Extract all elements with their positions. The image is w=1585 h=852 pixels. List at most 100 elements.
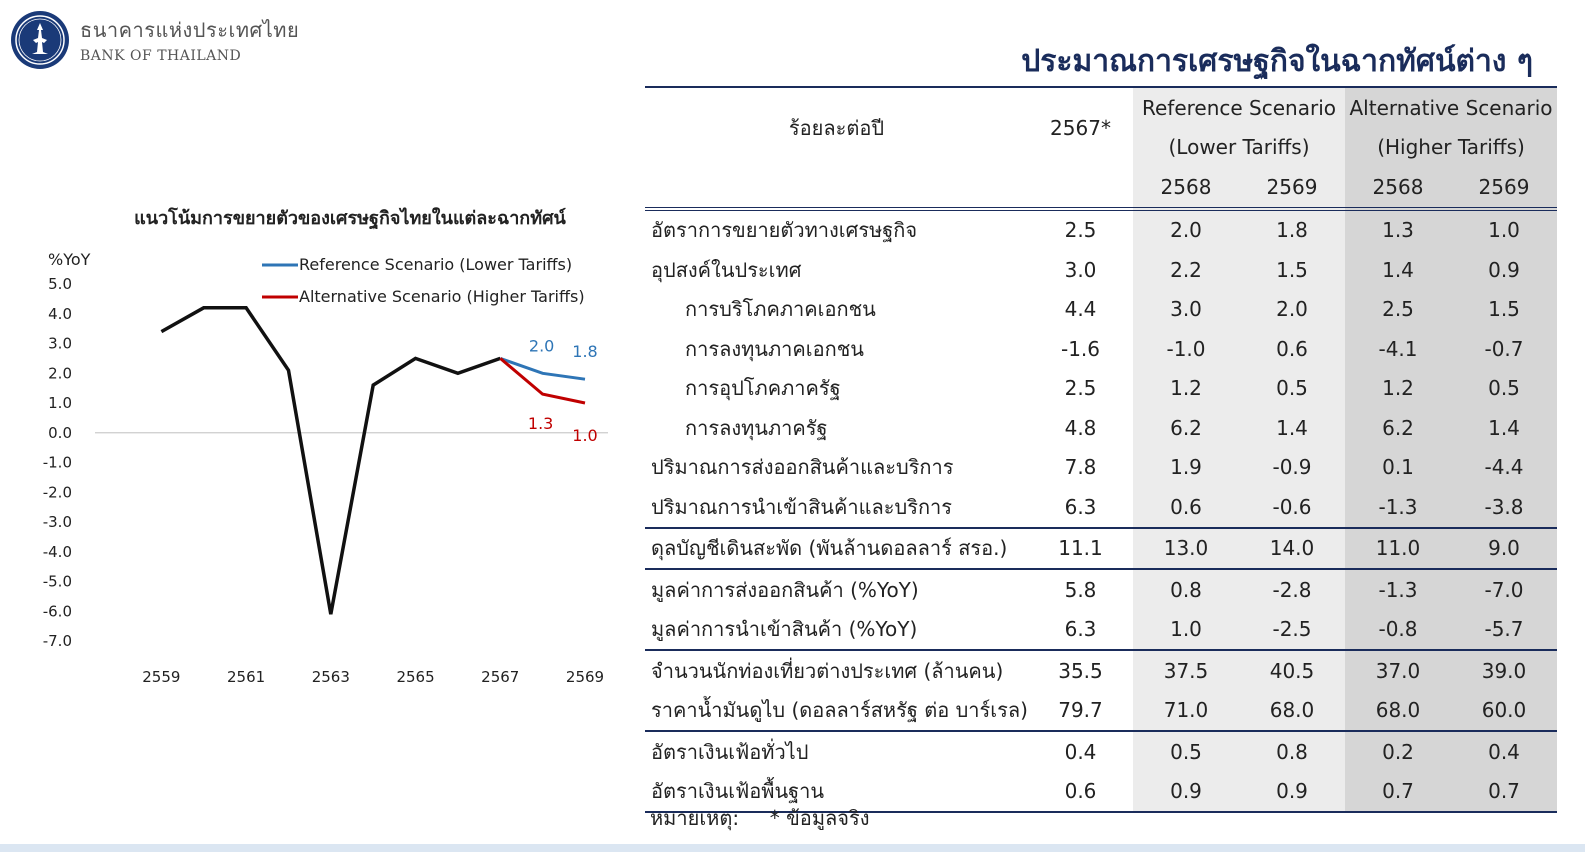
y-tick-label: -2.0 bbox=[43, 483, 72, 501]
ref-value-1: -1.0 bbox=[1133, 329, 1239, 369]
ref-scenario-header: Reference Scenario bbox=[1133, 86, 1345, 128]
alt-value-2: 60.0 bbox=[1451, 690, 1557, 731]
chart-title: แนวโน้มการขยายตัวของเศรษฐกิจไทยในแต่ละฉา… bbox=[134, 207, 566, 230]
ref-value-1: 0.8 bbox=[1133, 568, 1239, 610]
table-row: อัตราเงินเฟ้อพื้นฐาน 0.6 0.9 0.9 0.7 0.7 bbox=[645, 771, 1557, 813]
ref-value-1: 13.0 bbox=[1133, 526, 1239, 569]
alt-value-1: 68.0 bbox=[1345, 690, 1451, 731]
table-row: ปริมาณการส่งออกสินค้าและบริการ 7.8 1.9 -0.9… bbox=[645, 447, 1557, 487]
alt-value-1: -1.3 bbox=[1345, 487, 1451, 528]
alt-value-2: 0.7 bbox=[1451, 771, 1557, 813]
base-value: 5.8 bbox=[1028, 568, 1133, 610]
ref-value-2: -2.8 bbox=[1239, 568, 1345, 610]
alt-value-2: -7.0 bbox=[1451, 568, 1557, 610]
ref-value-1: 0.5 bbox=[1133, 730, 1239, 772]
base-value: 3.0 bbox=[1064, 257, 1097, 282]
legend-label-alternative: Alternative Scenario (Higher Tariffs) bbox=[299, 287, 585, 306]
ref-value-1: 71.0 bbox=[1133, 690, 1239, 731]
alt-value-2: 1.0 bbox=[1451, 208, 1557, 250]
ref-value-2: 0.8 bbox=[1239, 730, 1345, 772]
base-value: 0.4 bbox=[1028, 730, 1133, 772]
row-label: มูลค่าการนำเข้าสินค้า (%YoY) bbox=[651, 617, 918, 642]
base-value: 35.5 bbox=[1028, 649, 1133, 691]
ref-value-2: 0.5 bbox=[1239, 368, 1345, 408]
ref-value-2: 1.8 bbox=[1239, 208, 1345, 250]
reference-label-2569: 1.8 bbox=[572, 342, 597, 361]
y-tick-label: -1.0 bbox=[43, 454, 72, 472]
alt-value-2: 0.4 bbox=[1451, 730, 1557, 772]
alt-year-1: 2568 bbox=[1345, 167, 1451, 211]
table-row: อัตราเงินเฟ้อทั่วไป 0.4 0.5 0.8 0.2 0.4 bbox=[645, 730, 1557, 772]
ref-value-1: 6.2 bbox=[1133, 408, 1239, 448]
alt-value-2: 1.4 bbox=[1451, 408, 1557, 448]
alt-scenario-subheader: (Higher Tariffs) bbox=[1345, 127, 1557, 167]
table-row: มูลค่าการนำเข้าสินค้า (%YoY) 6.3 1.0 -2.5 -0… bbox=[645, 609, 1557, 650]
alt-value-1: 11.0 bbox=[1345, 526, 1451, 569]
alt-value-2: 39.0 bbox=[1451, 649, 1557, 691]
base-value: 2.5 bbox=[1064, 218, 1097, 243]
table-row: ราคาน้ำมันดูไบ (ดอลลาร์สหรัฐ ต่อ บาร์เรล… bbox=[645, 690, 1557, 731]
page-title: ประมาณการเศรษฐกิจในฉากทัศน์ต่าง ๆ bbox=[1021, 44, 1533, 79]
ref-value-2: -2.5 bbox=[1239, 609, 1345, 650]
alt-value-1: 1.2 bbox=[1345, 368, 1451, 408]
row-label: อัตราเงินเฟ้อทั่วไป bbox=[645, 730, 1028, 772]
ref-value-2: 1.5 bbox=[1239, 250, 1345, 290]
alt-value-2: 1.5 bbox=[1451, 289, 1557, 329]
reference-scenario-line bbox=[499, 356, 586, 381]
alt-value-1: -1.3 bbox=[1345, 568, 1451, 610]
alt-value-1: -4.1 bbox=[1345, 329, 1451, 369]
ref-year-2: 2569 bbox=[1239, 167, 1345, 211]
bank-name-english: BANK OF THAILAND bbox=[80, 48, 242, 64]
reference-label-2568: 2.0 bbox=[529, 336, 554, 355]
alt-value-1: 0.1 bbox=[1345, 447, 1451, 487]
base-value: 6.3 bbox=[1064, 494, 1097, 519]
alt-value-1: 0.7 bbox=[1345, 771, 1451, 813]
alternative-scenario-line bbox=[499, 357, 586, 405]
ref-value-2: 40.5 bbox=[1239, 649, 1345, 691]
ref-value-1: 1.0 bbox=[1133, 609, 1239, 650]
base-value: 2.5 bbox=[1064, 376, 1097, 401]
bank-name-thai: ธนาคารแห่งประเทศไทย bbox=[80, 18, 300, 42]
alt-value-1: 6.2 bbox=[1345, 408, 1451, 448]
base-value: 6.3 bbox=[1064, 617, 1097, 642]
ref-scenario-subheader: (Lower Tariffs) bbox=[1133, 127, 1345, 167]
alt-value-2: 0.5 bbox=[1451, 368, 1557, 408]
y-tick-label: -5.0 bbox=[43, 573, 72, 591]
y-tick-label: 1.0 bbox=[48, 394, 72, 412]
y-tick-label: 5.0 bbox=[48, 275, 72, 293]
ref-year-1: 2568 bbox=[1133, 167, 1239, 211]
unit-label: ร้อยละต่อปี bbox=[645, 86, 1028, 167]
ref-value-1: 2.2 bbox=[1133, 250, 1239, 290]
row-label: อัตราการขยายตัวทางเศรษฐกิจ bbox=[651, 218, 918, 243]
table-row: อุปสงค์ในประเทศ 3.0 2.2 1.5 1.4 0.9 bbox=[645, 250, 1557, 290]
base-value: -1.6 bbox=[1060, 336, 1101, 361]
row-label: ดุลบัญชีเดินสะพัด (พันล้านดอลลาร์ สรอ.) bbox=[645, 526, 1028, 569]
base-value: 0.6 bbox=[1028, 771, 1133, 813]
ref-value-1: 1.9 bbox=[1133, 447, 1239, 487]
x-tick-label: 2569 bbox=[566, 668, 604, 686]
x-tick-label: 2567 bbox=[481, 668, 519, 686]
row-label: การอุปโภคภาครัฐ bbox=[685, 376, 841, 401]
y-axis-label: %YoY bbox=[48, 250, 91, 269]
alt-value-2: -0.7 bbox=[1451, 329, 1557, 369]
ref-value-1: 2.0 bbox=[1133, 208, 1239, 250]
y-tick-label: 4.0 bbox=[48, 305, 72, 323]
table-row: การบริโภคภาคเอกชน 4.4 3.0 2.0 2.5 1.5 bbox=[645, 289, 1557, 329]
table-row: ปริมาณการนำเข้าสินค้าและบริการ 6.3 0.6 -0.6… bbox=[645, 487, 1557, 528]
row-label: การบริโภคภาคเอกชน bbox=[685, 297, 876, 322]
bank-name: ธนาคารแห่งประเทศไทย BANK OF THAILAND bbox=[80, 14, 299, 64]
y-tick-label: 2.0 bbox=[48, 364, 72, 382]
alternative-label-2569: 1.0 bbox=[572, 426, 597, 445]
alt-value-2: -5.7 bbox=[1451, 609, 1557, 650]
table-row: จำนวนนักท่องเที่ยวต่างประเทศ (ล้านคน) 35.… bbox=[645, 649, 1557, 691]
ref-value-2: 14.0 bbox=[1239, 526, 1345, 569]
bank-of-thailand-seal-icon bbox=[11, 11, 69, 69]
y-tick-label: 0.0 bbox=[48, 424, 72, 442]
ref-value-2: 1.4 bbox=[1239, 408, 1345, 448]
base-value: 4.8 bbox=[1064, 415, 1097, 440]
year-row-spacer bbox=[645, 167, 1028, 211]
table-row: อัตราการขยายตัวทางเศรษฐกิจ 2.5 2.0 1.8 1.3 1.… bbox=[645, 208, 1557, 250]
base-value: 79.7 bbox=[1058, 698, 1103, 723]
footnote-text: * ข้อมูลจริง bbox=[769, 806, 870, 830]
alt-value-1: 37.0 bbox=[1345, 649, 1451, 691]
